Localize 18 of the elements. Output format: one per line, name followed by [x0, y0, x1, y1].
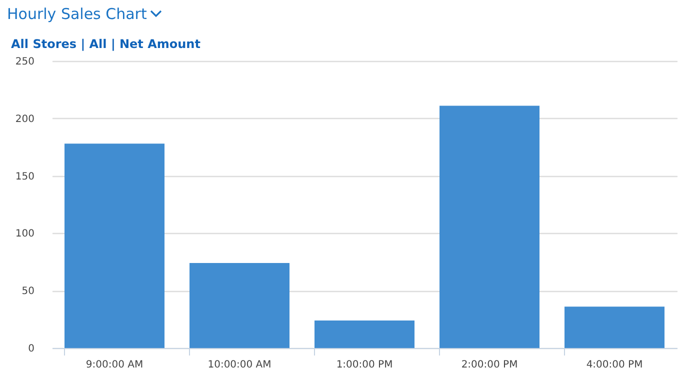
x-tick-label: 4:00:00 PM: [586, 360, 643, 370]
y-tick-label: 50: [22, 286, 34, 298]
y-tick-label: 100: [15, 228, 34, 240]
bar: [314, 320, 414, 348]
bar: [64, 144, 164, 348]
y-tick-label: 250: [15, 56, 34, 68]
y-tick-label: 0: [28, 344, 34, 354]
x-tick-label: 2:00:00 PM: [461, 360, 518, 370]
chart-subtitle: All Stores | All | Net Amount: [11, 37, 200, 51]
chart-title: Hourly Sales Chart: [7, 5, 147, 23]
bar: [564, 306, 664, 348]
bar: [190, 263, 290, 348]
x-tick-label: 9:00:00 AM: [86, 360, 144, 370]
y-tick-label: 200: [15, 114, 34, 125]
x-tick-label: 10:00:00 AM: [208, 360, 272, 370]
x-tick-label: 1:00:00 PM: [336, 360, 393, 370]
bar: [440, 106, 540, 348]
y-tick-label: 150: [15, 171, 34, 182]
